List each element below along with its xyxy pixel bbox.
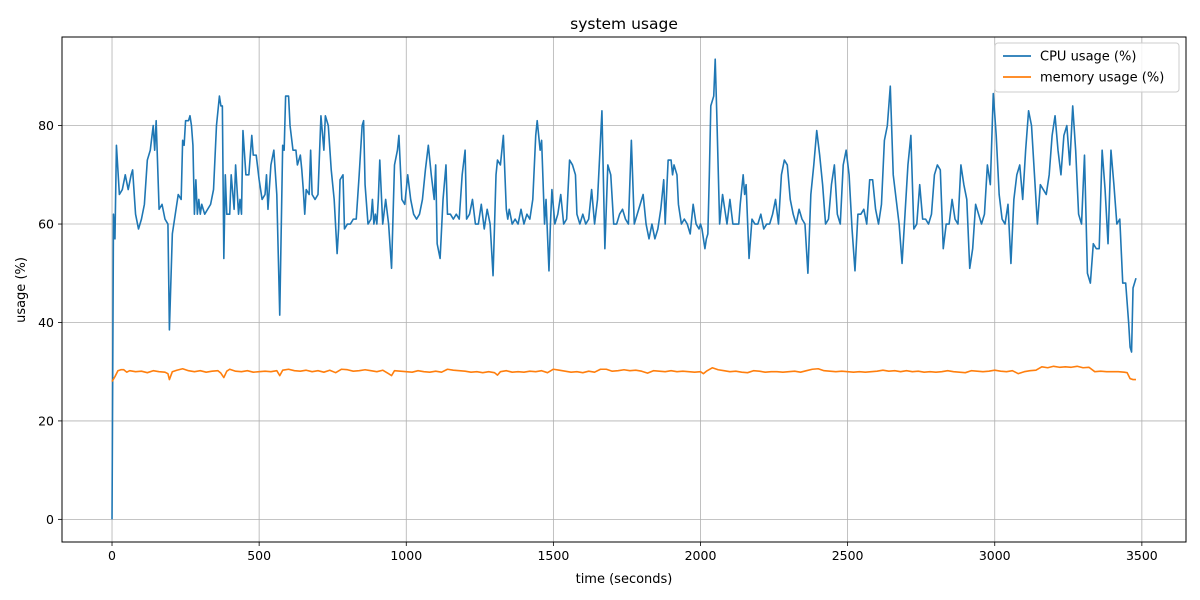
legend-label: memory usage (%): [1040, 71, 1164, 86]
x-tick-label: 1500: [537, 548, 569, 563]
x-tick-label: 0: [108, 548, 116, 563]
ticks: 0 500 1000 1500 2000 2500 3000 3500 0 20 40 60 80: [38, 118, 1158, 563]
legend-label: CPU usage (%): [1040, 50, 1136, 65]
x-tick-label: 1000: [390, 548, 422, 563]
grid: [62, 37, 1186, 542]
legend-box: [994, 42, 1180, 93]
x-tick-label: 3000: [979, 548, 1011, 563]
series-layer: [111, 58, 1137, 520]
series-line-1: [111, 58, 1137, 520]
x-tick-label: 2000: [685, 548, 717, 563]
legend: CPU usage (%) memory usage (%): [994, 42, 1180, 93]
series-line-2: [111, 365, 1136, 382]
y-tick-label: 80: [38, 118, 54, 133]
x-tick-label: 2500: [832, 548, 864, 563]
plot-frame: [61, 36, 1187, 543]
x-tick-label: 3500: [1126, 548, 1158, 563]
y-axis-label: usage (%): [14, 257, 29, 323]
y-tick-label: 0: [46, 512, 54, 527]
chart-title: system usage: [570, 15, 678, 33]
x-tick-label: 500: [247, 548, 271, 563]
y-tick-label: 40: [38, 315, 54, 330]
y-tick-label: 20: [38, 413, 54, 428]
x-axis-label: time (seconds): [576, 572, 673, 587]
y-tick-label: 60: [38, 217, 54, 232]
